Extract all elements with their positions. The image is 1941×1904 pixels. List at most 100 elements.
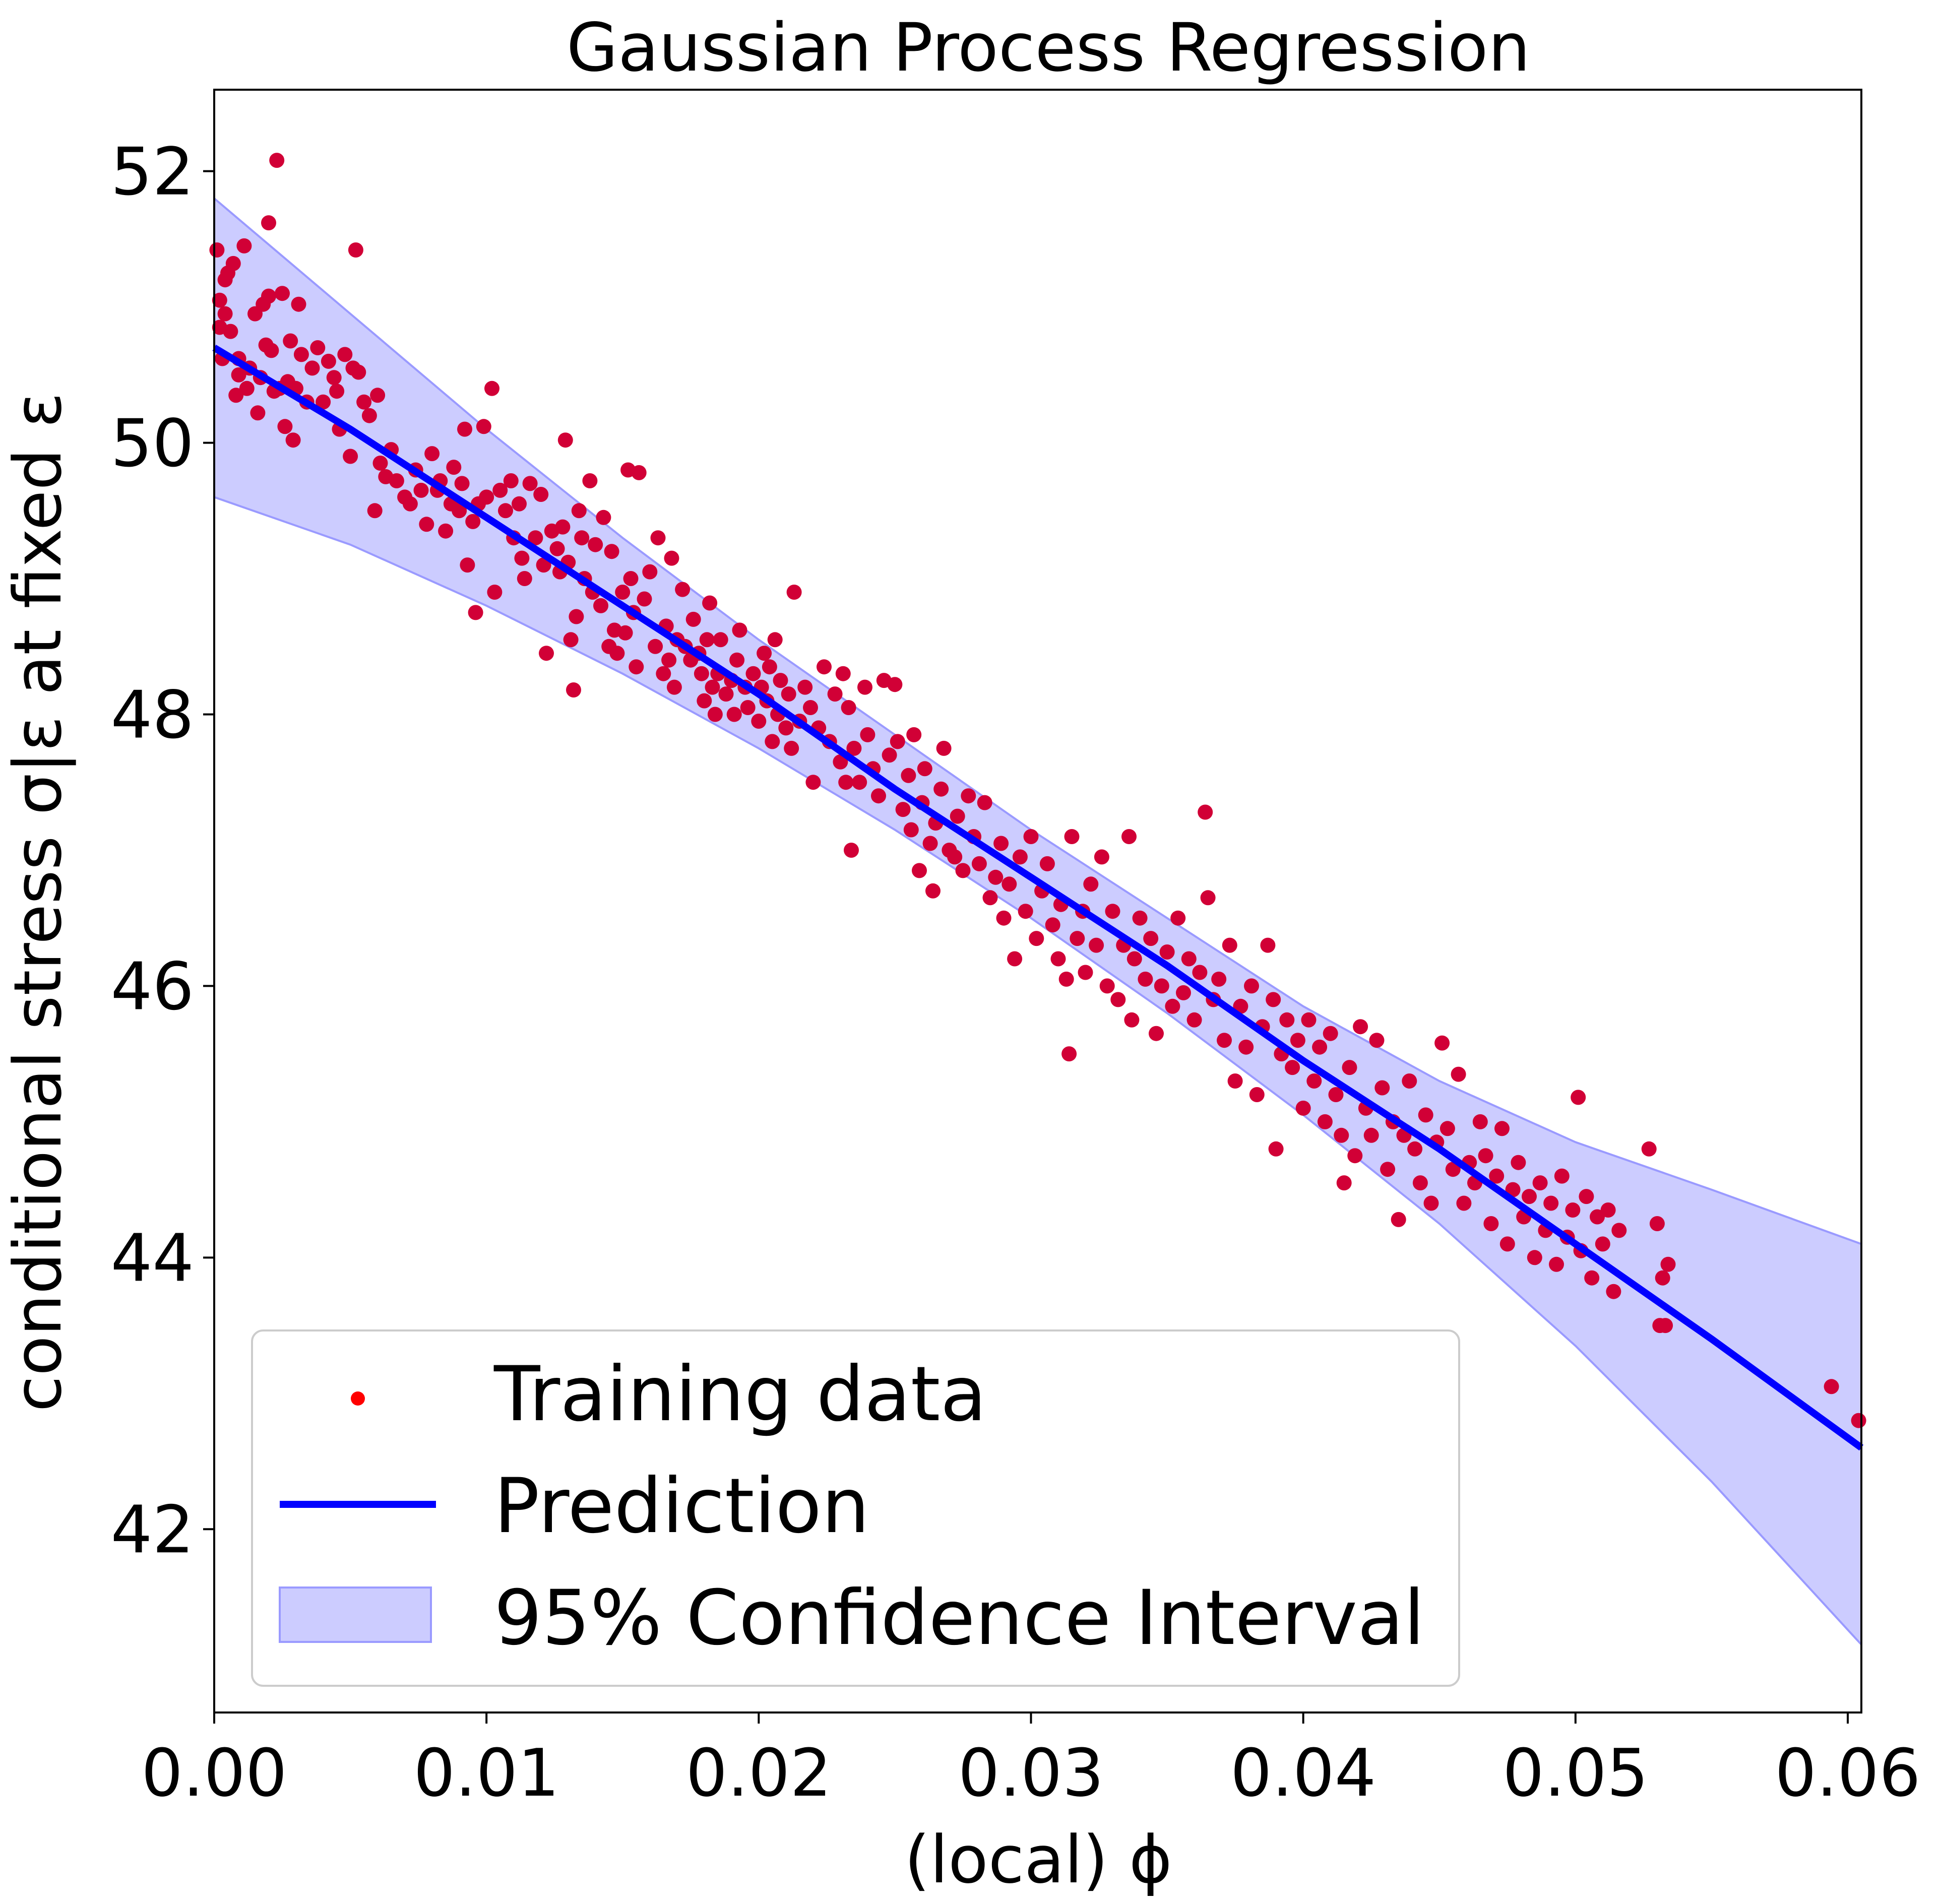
y-tick-label: 48: [111, 676, 194, 753]
training-data-point: [1660, 1256, 1676, 1272]
training-data-point: [1089, 937, 1104, 953]
training-data-point: [1595, 1236, 1610, 1252]
training-data-point: [209, 242, 225, 258]
training-data-point: [740, 700, 756, 715]
training-data-point: [1328, 1087, 1344, 1102]
training-data-point: [637, 591, 652, 607]
training-data-point: [1149, 1026, 1164, 1041]
training-data-point: [1824, 1379, 1839, 1394]
training-data-point: [304, 360, 320, 376]
training-data-point: [1154, 978, 1169, 994]
training-data-point: [277, 419, 293, 434]
axes-frame: [213, 89, 1862, 1713]
training-data-point: [261, 215, 276, 231]
x-tick-label: 0.05: [1502, 1735, 1648, 1811]
training-data-point: [1260, 937, 1276, 953]
training-data-point: [1094, 849, 1109, 865]
y-tick-label: 52: [111, 134, 194, 210]
training-data-point: [1402, 1073, 1417, 1089]
training-data-point: [887, 677, 903, 692]
training-data-point: [1018, 904, 1033, 919]
training-data-point: [1249, 1087, 1265, 1102]
training-data-point: [512, 496, 527, 512]
training-data-point: [452, 503, 467, 519]
training-data-point: [631, 465, 647, 480]
training-data-point: [446, 460, 462, 475]
training-data-point: [419, 517, 434, 532]
training-data-point: [1181, 951, 1197, 967]
x-tick-label: 0.01: [413, 1735, 559, 1811]
training-data-point: [1078, 965, 1093, 980]
training-data-point: [841, 700, 856, 715]
training-data-point: [269, 153, 285, 168]
training-data-point: [757, 646, 772, 661]
training-data-point: [1606, 1284, 1621, 1299]
training-data-point: [912, 863, 927, 878]
training-data-point: [685, 611, 701, 627]
training-data-point: [223, 324, 238, 339]
training-data-point: [1200, 890, 1216, 906]
training-data-point: [903, 822, 919, 838]
training-data-point: [1611, 1223, 1627, 1238]
training-data-point: [988, 869, 1004, 885]
x-tick-label: 0.03: [958, 1735, 1104, 1811]
training-data-point: [1211, 971, 1227, 987]
training-data-point: [1532, 1175, 1548, 1191]
training-data-point: [217, 306, 233, 322]
training-data-point: [1058, 971, 1074, 987]
training-data-point: [786, 585, 802, 600]
training-data-point: [593, 598, 608, 613]
training-data-point: [838, 775, 854, 790]
training-data-point: [1012, 849, 1028, 865]
training-data-point: [361, 408, 377, 423]
training-data-point: [1584, 1270, 1600, 1286]
training-data-point: [1317, 1114, 1333, 1129]
training-data-point: [656, 666, 671, 681]
training-data-point: [803, 700, 818, 715]
training-data-point: [588, 537, 603, 552]
training-data-point: [713, 632, 728, 648]
training-data-point: [1369, 1033, 1385, 1048]
training-data-point: [895, 802, 911, 817]
training-data-point: [773, 673, 788, 688]
training-data-point: [1445, 1162, 1461, 1177]
x-tick-label: 0.06: [1775, 1735, 1920, 1811]
training-data-point: [479, 489, 494, 505]
training-data-point: [514, 550, 530, 566]
training-data-point: [1412, 1175, 1428, 1191]
training-data-point: [555, 519, 571, 535]
training-data-point: [1110, 992, 1126, 1007]
training-data-point: [1083, 876, 1099, 892]
y-axis: 42 44 46 48 50 52: [111, 134, 214, 1568]
training-data-point: [1334, 1127, 1349, 1143]
chart-title: Gaussian Process Regression: [567, 9, 1530, 87]
training-data-point: [1336, 1175, 1352, 1191]
training-data-point: [1132, 910, 1148, 926]
training-data-point: [1029, 931, 1044, 946]
training-data-point: [503, 473, 519, 488]
training-data-point: [1124, 1012, 1140, 1028]
training-data-point: [1549, 1256, 1564, 1272]
training-data-point: [231, 367, 246, 383]
training-data-point: [694, 666, 709, 681]
x-axis: 0.00 0.01 0.02 0.03 0.04 0.05 0.06: [141, 1712, 1921, 1811]
training-data-point: [697, 693, 712, 709]
training-data-point: [1649, 1216, 1665, 1231]
y-tick-label: 42: [111, 1491, 194, 1568]
training-data-point: [1456, 1195, 1472, 1211]
training-data-point: [517, 571, 532, 586]
training-data-point: [732, 622, 747, 638]
training-data-point: [1295, 1100, 1311, 1116]
training-data-point: [1543, 1195, 1559, 1211]
training-data-point: [1045, 917, 1060, 933]
training-data-point: [1064, 829, 1080, 844]
training-data-point: [1600, 1202, 1616, 1218]
training-data-point: [1039, 856, 1055, 871]
training-data-point: [666, 679, 682, 695]
training-data-point: [1301, 1012, 1317, 1028]
training-data-point: [1554, 1168, 1570, 1184]
training-data-point: [1590, 1209, 1605, 1225]
training-data-point: [1290, 1033, 1305, 1048]
training-data-point: [413, 482, 429, 498]
training-data-point: [762, 659, 777, 675]
